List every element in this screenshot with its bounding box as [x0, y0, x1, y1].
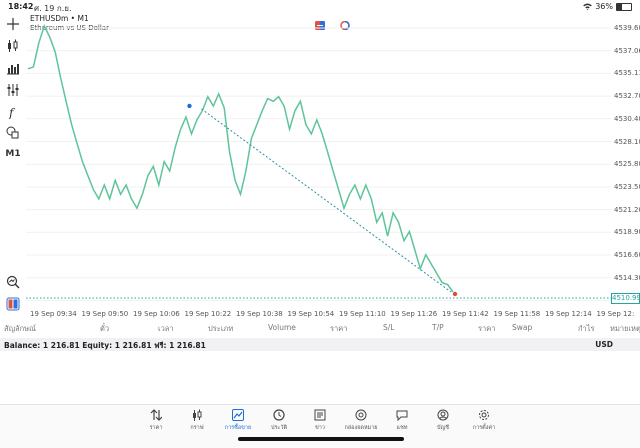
nav-item-label: ราคา — [149, 425, 163, 431]
trade-levels-toggle-icon[interactable] — [340, 21, 350, 30]
history-icon — [273, 409, 285, 421]
candles-icon — [193, 409, 202, 421]
nav-item-label: กล่องจดหมาย — [344, 425, 378, 431]
column-header[interactable]: หมายเหตุ — [610, 324, 640, 333]
time-tick-label: 19 Sep 09:50 — [81, 310, 129, 318]
wifi-icon — [583, 3, 593, 10]
entry-marker[interactable] — [187, 103, 192, 109]
column-header[interactable]: S/L — [383, 323, 395, 332]
price-tick-label: 4525.80 — [614, 160, 640, 169]
chart-type-candles-icon[interactable] — [5, 38, 21, 54]
price-tick-label: 4521.20 — [614, 205, 640, 214]
nav-item[interactable]: ราคา — [139, 409, 173, 432]
column-header[interactable]: กำไร — [578, 324, 595, 333]
function-icon[interactable]: f — [5, 104, 21, 120]
nav-item-label: การซื้อขาย — [224, 425, 252, 431]
time-tick-label: 19 Sep 11:42 — [442, 310, 489, 318]
nav-item[interactable]: ข่าว — [303, 409, 337, 432]
balance-currency: USD — [595, 340, 613, 349]
balance-text: Balance: 1 216.81 Equity: 1 216.81 ฟรี: … — [4, 341, 206, 350]
nav-item[interactable]: บัญชี — [426, 409, 460, 432]
crosshair-icon[interactable] — [5, 16, 21, 32]
nav-item[interactable]: การซื้อขาย — [221, 409, 255, 432]
price-tick-label: 4528.10 — [614, 137, 640, 146]
news-icon — [314, 409, 326, 421]
price-tick-label: 4537.06 — [614, 46, 640, 55]
time-tick-label: 19 Sep 11:58 — [493, 310, 541, 318]
mail-at-icon — [355, 409, 367, 421]
column-header[interactable]: เวลา — [158, 324, 174, 333]
time-tick-label: 19 Sep 09:34 — [30, 310, 77, 318]
chat-icon — [396, 410, 408, 421]
battery-icon — [616, 2, 632, 11]
nav-item[interactable]: กล่องจดหมาย — [344, 409, 378, 432]
price-tick-label: 4539.60 — [614, 24, 640, 32]
price-tick-label: 4523.50 — [614, 182, 640, 191]
chart-symbol-label: ETHUSDm • M1 — [30, 14, 89, 23]
price-tick-label: 4514.30 — [614, 273, 640, 282]
status-right: 36% — [583, 2, 632, 11]
column-header[interactable]: ตั๋ว — [100, 324, 110, 333]
chart-search-icon[interactable] — [5, 274, 21, 290]
price-tick-label: 4518.90 — [614, 228, 640, 237]
chart-toolbar: f M1 — [0, 16, 26, 316]
trade-trendline[interactable] — [201, 108, 452, 293]
nav-item[interactable]: กราฟ — [180, 409, 214, 432]
nav-item-label: การตั้งค่า — [472, 425, 496, 431]
indicator-settings-icon[interactable] — [5, 82, 21, 98]
settings-icon — [479, 410, 489, 420]
timeframe-button[interactable]: M1 — [5, 149, 21, 159]
svg-text:f: f — [8, 106, 16, 119]
time-tick-label: 19 Sep 11:10 — [339, 310, 386, 318]
nav-item-label: กราฟ — [190, 425, 204, 431]
column-header[interactable]: ประเภท — [208, 324, 234, 333]
time-tick-label: 19 Sep 12: — [596, 310, 635, 318]
time-tick-label: 19 Sep 10:22 — [184, 310, 232, 318]
status-bar: 18:42 ศ. 19 ก.ย. 36% — [0, 0, 640, 14]
positions-table-header: สัญลักษณ์ ตั๋ว เวลา ประเภท Volume ราคา S/L T/P ร… — [0, 322, 640, 334]
nav-item-label: ประวัติ — [270, 425, 288, 431]
battery-percent: 36% — [595, 2, 613, 11]
price-tick-label: 4532.70 — [614, 92, 640, 101]
nav-item[interactable]: ประวัติ — [262, 409, 296, 432]
home-indicator — [238, 437, 404, 441]
column-header[interactable]: Swap — [512, 323, 533, 332]
time-tick-label: 19 Sep 10:06 — [133, 310, 180, 318]
balance-bar: Balance: 1 216.81 Equity: 1 216.81 ฟรี: … — [0, 338, 640, 351]
nav-item-label: ข่าว — [315, 425, 325, 431]
exit-marker[interactable] — [452, 291, 458, 297]
column-header[interactable]: T/P — [432, 323, 444, 332]
column-header[interactable]: Volume — [268, 323, 296, 332]
nav-item-label: บัญชี — [437, 425, 449, 431]
account-icon — [437, 409, 449, 421]
bar-chart-icon[interactable] — [5, 60, 21, 76]
price-line — [27, 24, 454, 293]
price-tick-label: 4535.11 — [614, 69, 640, 78]
shapes-icon[interactable] — [5, 124, 21, 140]
time-tick-label: 19 Sep 10:54 — [287, 310, 335, 318]
status-date: ศ. 19 ก.ย. — [34, 4, 72, 13]
price-tick-label: 4516.60 — [614, 251, 640, 259]
column-header[interactable]: ราคา — [478, 324, 496, 333]
price-tick-label: 4530.40 — [614, 114, 640, 123]
chart-canvas[interactable] — [26, 14, 640, 319]
current-price-tag: 4510.99 — [611, 293, 640, 304]
time-tick-label: 19 Sep 10:38 — [236, 310, 283, 318]
column-header[interactable]: ราคา — [330, 324, 348, 333]
nav-item[interactable]: การตั้งค่า — [467, 409, 501, 432]
nav-item-label: แชท — [396, 425, 408, 431]
time-tick-label: 19 Sep 11:26 — [390, 310, 438, 318]
trade-chart-icon — [232, 409, 244, 421]
chart-area[interactable]: ETHUSDm • M1 Ethereum vs US Dollar — [26, 14, 640, 319]
nav-item[interactable]: แชท — [385, 409, 419, 432]
column-header[interactable]: สัญลักษณ์ — [4, 324, 37, 333]
time-tick-label: 19 Sep 12:14 — [545, 310, 592, 318]
status-time: 18:42 — [8, 2, 34, 11]
bottom-navigation: ราคา กราฟ การซื้อขาย ประวัติ ข่าว กล่องจดหมาย… — [0, 404, 640, 448]
one-click-trading-icon[interactable] — [5, 296, 21, 312]
arrows-updown-icon — [150, 409, 162, 421]
